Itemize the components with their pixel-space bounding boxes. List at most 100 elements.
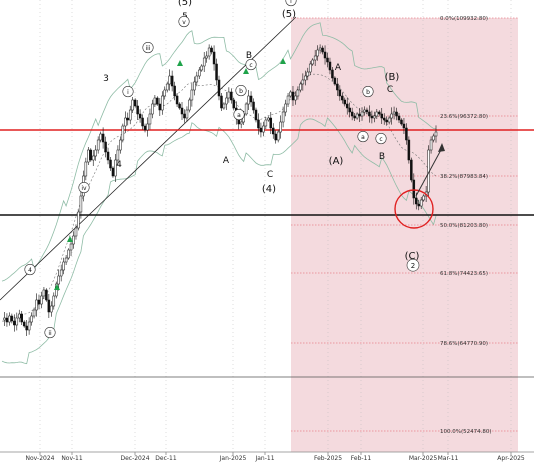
candle-body (222, 103, 226, 109)
candle-body (210, 47, 213, 53)
wave-label: C (267, 170, 273, 180)
candle-body (407, 139, 411, 161)
bollinger-upper (1, 22, 437, 282)
fibonacci-levels: 0.0%(109932.80) 23.6%(96372.80) 38.2%(8798… (291, 16, 518, 435)
candle-body (185, 109, 189, 119)
candle-body (429, 139, 433, 151)
candle-body (281, 111, 285, 123)
candle-body (267, 117, 270, 121)
candle-body (380, 113, 383, 119)
candle-body (252, 101, 255, 111)
candle-body (116, 149, 120, 161)
highlight-circle (394, 189, 434, 229)
candle-body (37, 299, 41, 305)
candle-body (313, 55, 317, 61)
candle-body (18, 313, 21, 319)
x-tick-label: Apr-2025 (497, 455, 525, 462)
candle-body (341, 95, 344, 101)
candle-body (163, 89, 166, 97)
candle-body (69, 243, 73, 251)
candle-body (109, 159, 112, 169)
candle-body (254, 109, 258, 121)
candle-body (67, 249, 70, 259)
candle-body (402, 123, 406, 129)
candle-body (13, 320, 16, 326)
candle-body (62, 261, 65, 271)
candle-body (59, 269, 63, 277)
candle-body (284, 103, 287, 113)
wave-label: (C) (405, 251, 420, 262)
candle-body (195, 75, 199, 83)
candle-body (3, 317, 6, 321)
wave-label: c (249, 62, 252, 69)
wave-label: (B) (385, 72, 400, 83)
candle-body (227, 91, 231, 99)
candle-body (328, 61, 332, 71)
fib-label: 23.6%(96372.80) (440, 114, 488, 120)
candle-body (168, 75, 171, 85)
wave-label: iv (81, 185, 87, 192)
candle-body (30, 315, 33, 323)
candle-body (239, 121, 243, 125)
candle-body (175, 95, 179, 105)
candle-body (133, 99, 137, 107)
candle-body (358, 113, 361, 117)
candle-body (32, 309, 36, 317)
candle-body (301, 79, 305, 85)
candle-body (205, 55, 208, 59)
x-tick-label: Nov-11 (61, 455, 83, 462)
candle-body (136, 105, 139, 115)
candle-body (417, 203, 420, 207)
candle-body (119, 139, 122, 151)
candle-body (89, 149, 93, 161)
candle-body (143, 125, 147, 131)
candle-body (10, 315, 14, 322)
candle-body (91, 155, 95, 161)
candle-body (249, 95, 253, 103)
up-signal-marker (67, 236, 73, 242)
x-tick-label: Mar-11 (438, 455, 459, 462)
candle-body (84, 161, 88, 177)
candle-body (422, 195, 425, 201)
candle-body (161, 95, 164, 111)
candle-body (131, 99, 134, 111)
candle-body (151, 103, 154, 115)
candle-body (114, 159, 117, 177)
wave-label: c (379, 136, 382, 143)
wave-label: b (366, 89, 370, 96)
candle-body (289, 91, 292, 97)
candle-body (321, 47, 324, 53)
candle-body (360, 111, 364, 117)
fib-label: 78.6%(64770.90) (440, 341, 488, 347)
wave-label-circle (178, 15, 190, 28)
candle-body (348, 107, 351, 113)
wave-label: (5) (178, 0, 192, 8)
candle-body (156, 97, 159, 105)
candle-body (180, 107, 184, 115)
candle-body (262, 125, 265, 133)
wave-label: 4 (116, 160, 122, 170)
candle-body (72, 235, 75, 245)
x-tick-label: Jan-2025 (219, 455, 247, 462)
x-tick-label: Feb-2025 (314, 455, 342, 462)
candle-body (269, 117, 273, 129)
candle-body (415, 197, 418, 205)
candle-body (412, 179, 416, 199)
candle-body (158, 103, 162, 111)
candle-body (141, 117, 144, 127)
candle-body (345, 103, 349, 109)
wave-label: b (239, 88, 243, 95)
candle-body (323, 51, 327, 59)
wave-label-circle (285, 0, 297, 7)
signal-markers (54, 58, 286, 290)
candle-body (220, 95, 223, 109)
candle-body (363, 109, 366, 113)
candle-body (22, 321, 26, 327)
candle-body (299, 83, 302, 91)
candle-body (373, 115, 376, 119)
candle-body (5, 317, 9, 323)
candle-body (64, 257, 68, 263)
candle-body (202, 57, 206, 67)
